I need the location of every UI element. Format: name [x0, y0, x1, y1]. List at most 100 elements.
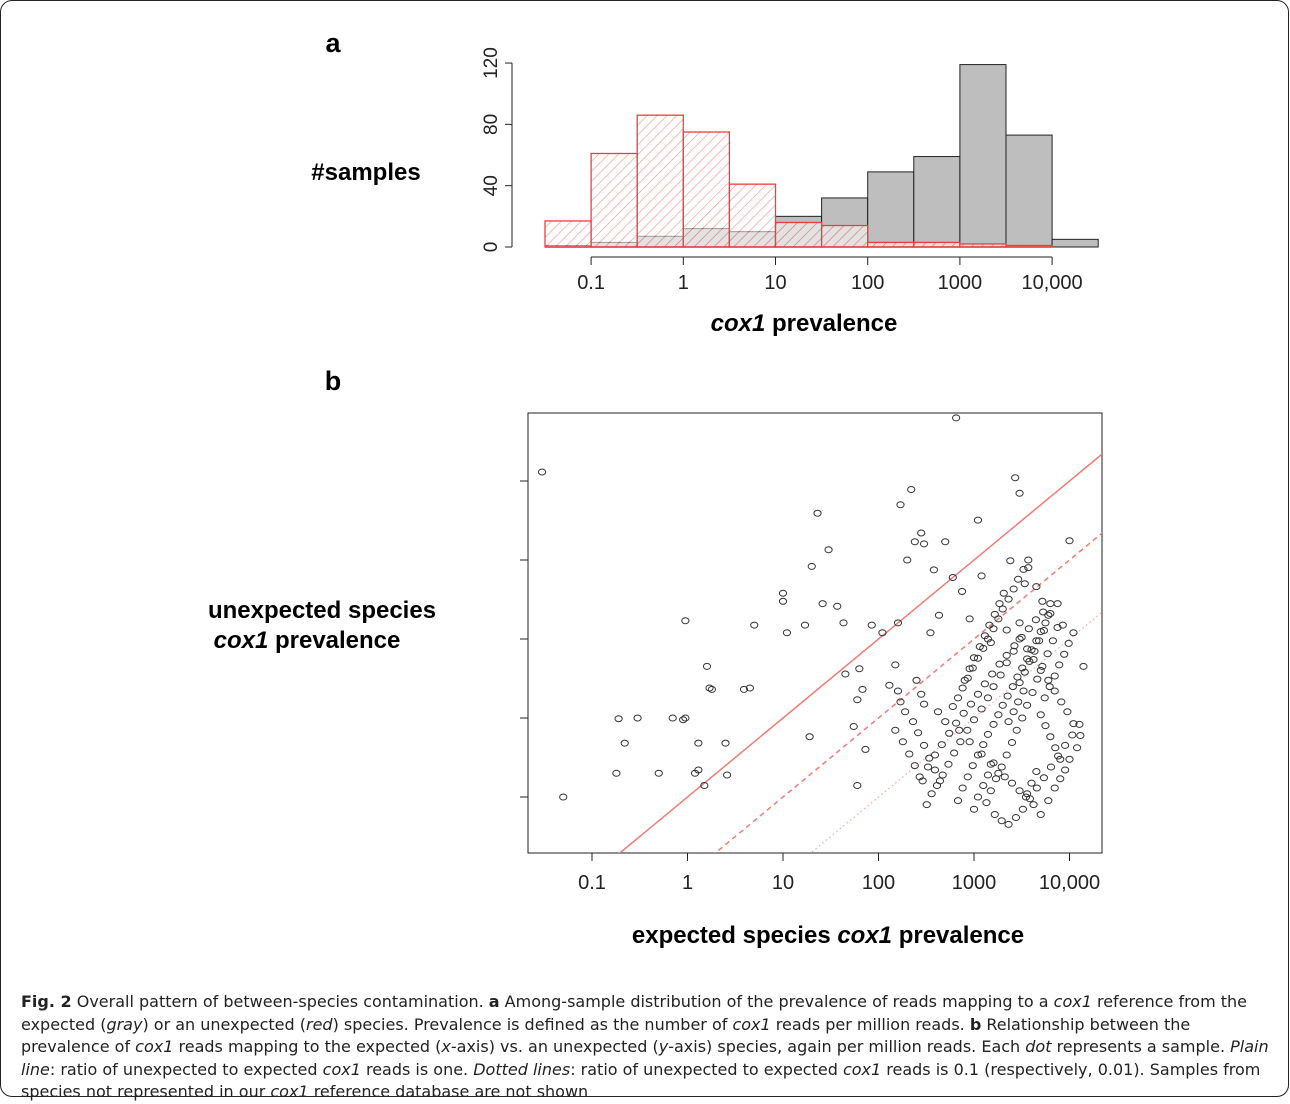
scatter-point	[979, 741, 988, 749]
scatter-point	[1021, 793, 1031, 801]
scatter-point	[953, 694, 963, 702]
scatter-point	[986, 639, 995, 647]
hist-red-bar	[544, 220, 592, 248]
scatter-point	[910, 762, 919, 770]
scatter-point	[1039, 774, 1049, 782]
hist-gray-bar	[1005, 134, 1053, 248]
scatter-point	[917, 690, 926, 698]
scatter-point	[833, 602, 842, 610]
scatter-point	[1015, 787, 1024, 795]
scatter-point	[893, 687, 903, 695]
ratio-line-solid	[618, 453, 1102, 853]
scatter-point	[654, 769, 663, 777]
caption-y: y	[658, 1037, 669, 1056]
panel-b-xlabel: expected species cox1 prevalence	[632, 922, 1024, 949]
scatter-point	[938, 771, 947, 779]
scatter-x-tick-label: 10	[772, 872, 794, 894]
scatter-point	[1057, 698, 1066, 706]
panel-b-ylabel-line1: unexpected species	[208, 597, 436, 624]
scatter-point	[1002, 626, 1011, 634]
scatter-point	[969, 716, 979, 724]
scatter-point	[1014, 698, 1023, 706]
scatter-point	[983, 730, 993, 738]
scatter-point	[855, 665, 864, 673]
panel-a-ylabel: #samples	[311, 159, 420, 186]
ratio-line-dashed	[714, 532, 1102, 853]
scatter-point	[867, 621, 876, 629]
scatter-point	[1018, 714, 1027, 722]
scatter-point	[1010, 642, 1019, 650]
scatter-point	[990, 610, 999, 618]
scatter-point	[930, 766, 940, 774]
caption-text: reads per million reads.	[770, 1014, 970, 1034]
scatter-point	[896, 698, 905, 706]
scatter-point	[1032, 637, 1041, 645]
scatter-point	[903, 556, 912, 564]
scatter-point	[973, 654, 983, 662]
scatter-point	[723, 771, 732, 779]
scatter-point	[800, 621, 810, 629]
panel-b-ylabel-rest: prevalence	[268, 627, 400, 654]
scatter-point	[1045, 683, 1054, 691]
scatter-x-tick-label: 10,000	[1039, 872, 1100, 894]
scatter-point	[982, 799, 991, 807]
scatter-point	[919, 700, 929, 708]
hist-red-bar	[636, 114, 684, 248]
scatter-point	[1006, 557, 1015, 565]
scatter-point	[1028, 689, 1037, 697]
scatter-point	[979, 781, 988, 789]
scatter-point	[614, 715, 623, 723]
panel-b-xlabel-prefix: expected species	[632, 922, 837, 949]
scatter-point	[955, 726, 964, 734]
scatter-point	[1013, 673, 1022, 681]
panel-b-xlabel-rest: prevalence	[892, 922, 1024, 949]
scatter-point	[694, 739, 703, 747]
scatter-point	[1029, 801, 1038, 809]
scatter-point	[1069, 720, 1078, 728]
scatter-plot-box	[527, 412, 1103, 854]
scatter-point	[996, 671, 1005, 679]
caption-text: -axis) vs. an unexpected (	[450, 1037, 659, 1056]
scatter-point	[1063, 708, 1072, 716]
scatter-point	[679, 716, 688, 724]
scatter-point	[878, 629, 887, 637]
scatter-point	[1055, 661, 1064, 669]
scatter-point	[1009, 708, 1018, 716]
scatter-point	[707, 685, 716, 693]
scatter-point	[1025, 657, 1034, 665]
scatter-point	[945, 729, 954, 737]
scatter-point	[957, 587, 967, 595]
scatter-point	[926, 629, 935, 637]
scatter-point	[994, 711, 1003, 719]
scatter-point	[998, 605, 1007, 613]
scatter-point	[1004, 820, 1013, 828]
scatter-point	[1030, 647, 1039, 655]
figure-canvas: a #samples cox1 prevalence b unexpected …	[208, 28, 1103, 949]
scatter-point	[1050, 687, 1059, 695]
panel-b-xlabel-italic: cox1	[837, 922, 892, 949]
caption-b: b	[969, 1014, 982, 1034]
scatter-point	[956, 738, 965, 746]
scatter-point	[983, 635, 993, 643]
scatter-point	[934, 611, 944, 619]
scatter-point	[941, 718, 950, 726]
scatter-point	[1024, 625, 1033, 633]
caption-text: reads is 0.1 (respectively, 0.01). Sampl…	[21, 1059, 1261, 1102]
hist-x-tick-label: 0.1	[577, 272, 605, 294]
scatter-point	[633, 714, 642, 722]
scatter-point	[952, 719, 961, 727]
scatter-point	[1032, 583, 1041, 591]
hist-x-tick-label: 100	[851, 272, 884, 294]
panel-a-xlabel-italic: cox1	[711, 310, 766, 337]
scatter-point	[668, 714, 677, 722]
scatter-point	[841, 670, 850, 678]
scatter-point	[1046, 610, 1055, 618]
scatter-point	[994, 615, 1003, 623]
scatter-point	[1015, 489, 1024, 497]
scatter-point	[927, 790, 936, 798]
figure-caption: Fig. 2 Overall pattern of between-specie…	[21, 991, 1271, 1104]
scatter-point	[1015, 679, 1024, 687]
scatter-point	[898, 738, 907, 746]
scatter-point	[1072, 744, 1082, 752]
scatter-point	[944, 760, 953, 768]
